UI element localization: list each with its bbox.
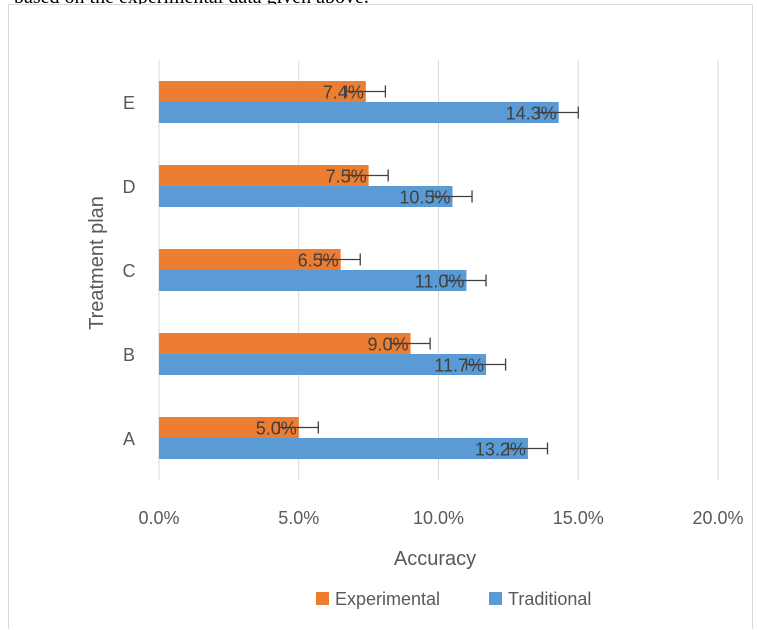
- data-label: 11.0%: [415, 272, 465, 292]
- data-labels: 5.0% 9.0% 6.5% 7.5% 7.4% 13.2% 11.7% 11.0% 10.5%…: [256, 83, 557, 460]
- x-tick-label: 10.0%: [413, 508, 464, 528]
- bar-traditional: [159, 102, 559, 123]
- y-tick-label: C: [123, 261, 136, 281]
- y-tick-label: D: [123, 177, 136, 197]
- bars: [159, 81, 559, 459]
- x-tick-label: 20.0%: [692, 508, 743, 528]
- x-axis-ticks: 0.0% 5.0% 10.0% 15.0% 20.0%: [138, 508, 743, 528]
- y-axis-ticks: A B C D E: [123, 93, 136, 449]
- error-bars: [278, 85, 579, 455]
- data-label: 13.2%: [475, 440, 526, 460]
- y-tick-label: A: [123, 429, 135, 449]
- y-tick-label: B: [123, 345, 135, 365]
- legend: Experimental Traditional: [316, 589, 591, 609]
- data-label: 5.0%: [256, 419, 297, 439]
- bar-experimental: [159, 333, 411, 354]
- legend-swatch-experimental: [316, 592, 329, 605]
- x-tick-label: 0.0%: [138, 508, 179, 528]
- bar-experimental: [159, 249, 341, 270]
- bar-experimental: [159, 417, 299, 438]
- data-label: 9.0%: [368, 335, 409, 355]
- bar-experimental: [159, 165, 369, 186]
- data-label: 7.5%: [326, 167, 367, 187]
- x-tick-label: 15.0%: [553, 508, 604, 528]
- bar-experimental: [159, 81, 366, 102]
- chart-area: 5.0% 9.0% 6.5% 7.5% 7.4% 13.2% 11.7% 11.0% 10.5%…: [8, 4, 753, 629]
- legend-swatch-traditional: [489, 592, 502, 605]
- x-axis-title: Accuracy: [394, 548, 476, 570]
- data-label: 11.7%: [434, 356, 484, 376]
- bar-traditional: [159, 438, 528, 459]
- y-tick-label: E: [123, 93, 135, 113]
- legend-label-experimental: Experimental: [335, 589, 440, 609]
- bar-traditional: [159, 354, 487, 375]
- bar-traditional: [159, 186, 453, 207]
- x-tick-label: 5.0%: [278, 508, 319, 528]
- data-label: 14.3%: [506, 104, 557, 124]
- y-axis-title: Treatment plan: [86, 196, 108, 330]
- data-label: 10.5%: [399, 188, 450, 208]
- legend-label-traditional: Traditional: [508, 589, 591, 609]
- data-label: 7.4%: [323, 83, 364, 103]
- bar-traditional: [159, 270, 467, 291]
- data-label: 6.5%: [298, 251, 339, 271]
- bar-chart: 5.0% 9.0% 6.5% 7.5% 7.4% 13.2% 11.7% 11.0% 10.5%…: [86, 60, 744, 609]
